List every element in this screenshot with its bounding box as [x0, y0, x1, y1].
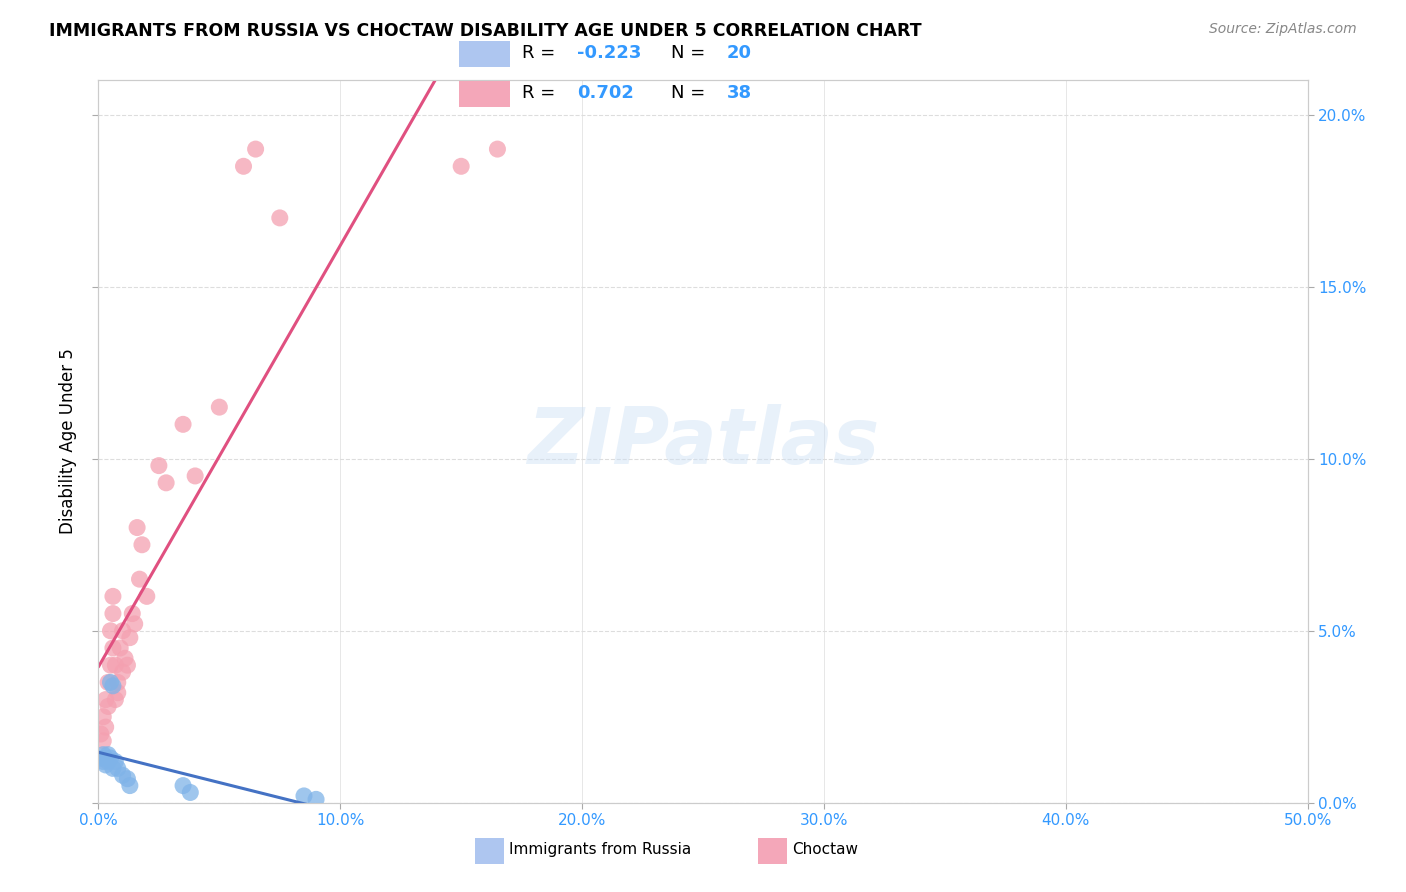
Text: Source: ZipAtlas.com: Source: ZipAtlas.com — [1209, 22, 1357, 37]
Point — [91, 755, 114, 769]
Text: Choctaw: Choctaw — [793, 842, 859, 857]
Point — [101, 679, 124, 693]
Point — [292, 789, 315, 803]
Point — [118, 779, 141, 793]
Point — [111, 768, 134, 782]
Point — [94, 720, 117, 734]
Text: 38: 38 — [727, 84, 751, 103]
Text: Immigrants from Russia: Immigrants from Russia — [509, 842, 692, 857]
Y-axis label: Disability Age Under 5: Disability Age Under 5 — [59, 349, 77, 534]
Text: R =: R = — [522, 44, 561, 62]
Text: 0.702: 0.702 — [576, 84, 634, 103]
Text: ZIPatlas: ZIPatlas — [527, 403, 879, 480]
Point — [117, 772, 139, 786]
Point — [97, 699, 120, 714]
FancyBboxPatch shape — [758, 838, 787, 863]
Point — [111, 665, 134, 679]
Text: -0.223: -0.223 — [576, 44, 641, 62]
FancyBboxPatch shape — [475, 838, 505, 863]
Point — [104, 692, 127, 706]
Point — [91, 710, 114, 724]
FancyBboxPatch shape — [458, 41, 510, 67]
Point — [101, 590, 124, 604]
Text: N =: N = — [671, 84, 711, 103]
Point — [90, 751, 112, 765]
Point — [486, 142, 509, 156]
Text: 20: 20 — [727, 44, 751, 62]
Point — [124, 616, 146, 631]
Point — [101, 607, 124, 621]
Point — [127, 520, 149, 534]
Point — [172, 779, 194, 793]
Point — [100, 751, 122, 765]
Point — [118, 631, 141, 645]
FancyBboxPatch shape — [458, 81, 510, 107]
Point — [94, 758, 117, 772]
Point — [91, 734, 114, 748]
Point — [117, 658, 139, 673]
Point — [155, 475, 177, 490]
Point — [148, 458, 170, 473]
Point — [90, 727, 112, 741]
Text: R =: R = — [522, 84, 567, 103]
Point — [245, 142, 267, 156]
Point — [97, 675, 120, 690]
Point — [108, 640, 131, 655]
Point — [114, 651, 136, 665]
Point — [128, 572, 150, 586]
Point — [135, 590, 157, 604]
Text: IMMIGRANTS FROM RUSSIA VS CHOCTAW DISABILITY AGE UNDER 5 CORRELATION CHART: IMMIGRANTS FROM RUSSIA VS CHOCTAW DISABI… — [49, 22, 922, 40]
Point — [450, 159, 472, 173]
Point — [100, 658, 122, 673]
Point — [179, 785, 201, 799]
Point — [232, 159, 254, 173]
Point — [184, 469, 207, 483]
Point — [305, 792, 328, 806]
Point — [101, 761, 124, 775]
Point — [131, 538, 153, 552]
Point — [94, 692, 117, 706]
Point — [100, 675, 122, 690]
Point — [100, 624, 122, 638]
Point — [172, 417, 194, 432]
Point — [107, 761, 129, 775]
Point — [121, 607, 143, 621]
Text: N =: N = — [671, 44, 711, 62]
Point — [104, 658, 127, 673]
Point — [94, 751, 117, 765]
Point — [97, 747, 120, 762]
Point — [269, 211, 291, 225]
Point — [97, 755, 120, 769]
Point — [104, 755, 127, 769]
Point — [107, 675, 129, 690]
Point — [208, 400, 231, 414]
Point — [101, 640, 124, 655]
Point — [111, 624, 134, 638]
Point — [91, 747, 114, 762]
Point — [107, 686, 129, 700]
